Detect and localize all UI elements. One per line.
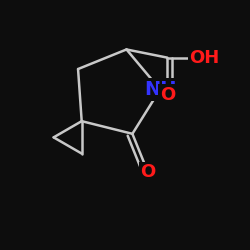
Text: O: O <box>160 86 175 104</box>
Text: NH: NH <box>144 80 176 99</box>
Text: OH: OH <box>189 49 220 67</box>
Text: O: O <box>140 164 156 182</box>
